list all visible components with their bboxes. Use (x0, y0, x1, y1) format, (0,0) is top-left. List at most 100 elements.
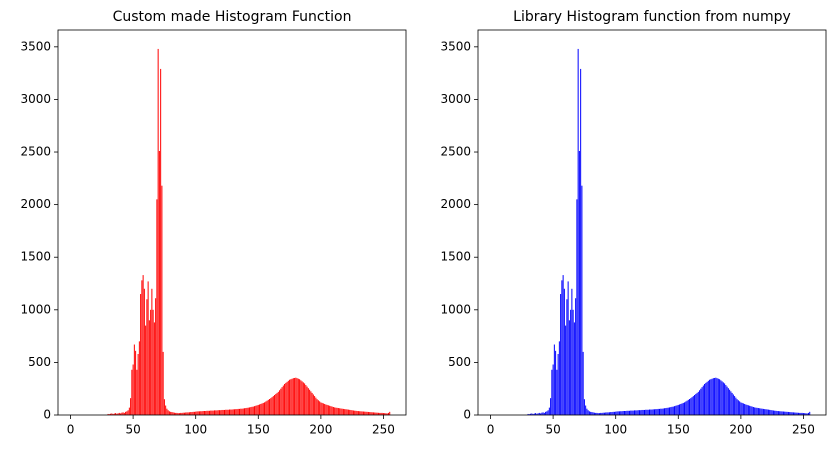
bar (301, 381, 303, 415)
bar (804, 413, 806, 415)
axes-frame (477, 29, 827, 416)
x-tick-label: 0 (487, 423, 495, 437)
bar (641, 409, 643, 415)
bar (120, 413, 122, 415)
bar (345, 409, 347, 415)
x-tick-label: 100 (184, 423, 207, 437)
y-tick-label: 3000 (20, 92, 51, 106)
bar (377, 412, 379, 415)
bar (775, 410, 777, 415)
x-tick-label: 100 (604, 423, 627, 437)
bar (213, 410, 215, 415)
bar (123, 412, 125, 415)
bar (367, 411, 369, 415)
bar (654, 409, 656, 415)
bar (176, 412, 178, 415)
bar (255, 405, 257, 415)
bar (747, 405, 749, 415)
bar (387, 412, 389, 415)
bar (260, 403, 262, 415)
bar (254, 406, 256, 415)
bar (126, 411, 128, 415)
bar (573, 322, 575, 415)
bar (537, 413, 539, 415)
bar (801, 412, 803, 415)
bar (690, 398, 692, 415)
bar (749, 405, 751, 415)
bar (284, 383, 286, 415)
bar (637, 410, 639, 415)
bar (727, 388, 729, 415)
bar (645, 409, 647, 415)
bar (121, 412, 123, 415)
bar (282, 385, 284, 415)
bar (672, 406, 674, 415)
bar (247, 407, 249, 415)
bar (669, 407, 671, 415)
bar (381, 412, 383, 415)
bar (567, 281, 569, 415)
bar (171, 412, 173, 415)
bar (531, 413, 533, 415)
bar (346, 409, 348, 415)
bar (131, 369, 133, 415)
bar (287, 380, 289, 415)
bar (580, 68, 582, 415)
bar (326, 404, 328, 415)
bar (700, 388, 702, 415)
bar (735, 397, 737, 415)
bar (275, 393, 277, 415)
bar (259, 404, 261, 415)
bar (304, 383, 306, 415)
bar (371, 412, 373, 415)
bar (766, 409, 768, 415)
bar (376, 412, 378, 415)
bar (389, 411, 391, 415)
bar (232, 409, 234, 415)
bar (341, 408, 343, 415)
bar (762, 408, 764, 415)
bar (706, 381, 708, 415)
bar (548, 407, 550, 415)
bar (135, 350, 137, 415)
bar (600, 412, 602, 415)
bar (527, 413, 529, 415)
bar (646, 409, 648, 415)
bar (127, 410, 129, 415)
bar (591, 412, 593, 415)
bar (198, 411, 200, 415)
y-tick-label: 2000 (440, 197, 471, 211)
bar (790, 412, 792, 415)
bar (623, 411, 625, 415)
bar (705, 382, 707, 415)
bar (264, 402, 266, 415)
bar (280, 388, 282, 415)
bar (595, 412, 597, 415)
bar (608, 412, 610, 415)
bar (215, 410, 217, 415)
bar (760, 408, 762, 415)
bar (741, 402, 743, 415)
bar (536, 413, 538, 415)
bar (295, 377, 297, 415)
bar (274, 395, 276, 415)
bar (221, 409, 223, 415)
bar (687, 399, 689, 415)
bar (550, 398, 552, 415)
bar (382, 413, 384, 415)
bar (281, 387, 283, 415)
bar (319, 401, 321, 415)
bar (277, 391, 279, 415)
bar (369, 412, 371, 415)
bar (670, 407, 672, 415)
bar (699, 390, 701, 415)
bar (794, 412, 796, 415)
bar (115, 413, 117, 415)
bar (648, 409, 650, 415)
bar (240, 408, 242, 415)
bar (261, 403, 263, 415)
bar (781, 411, 783, 415)
bar (552, 364, 554, 415)
bar (269, 399, 271, 415)
bar (180, 412, 182, 415)
